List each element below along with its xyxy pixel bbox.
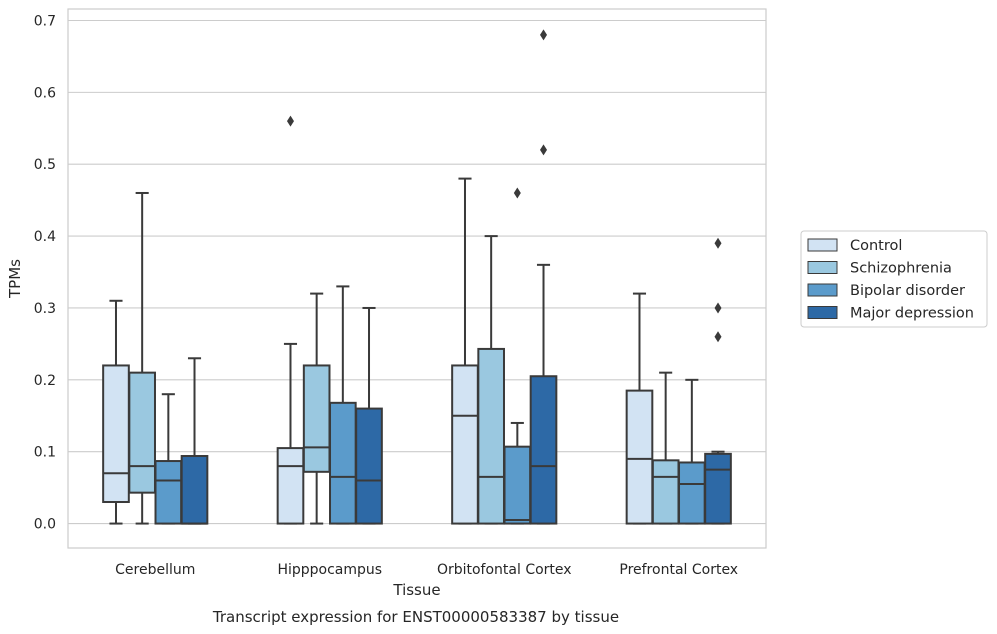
legend-label: Control: [850, 238, 902, 254]
y-axis-label: TPMs: [6, 259, 24, 299]
box-body: [451, 364, 479, 525]
box-body: [154, 460, 183, 525]
x-tick-labels: Cerebellum Hipppocampus Orbitofontal Corte…: [115, 562, 738, 578]
y-tick-label: 0.0: [34, 517, 56, 533]
box-body: [625, 389, 654, 525]
legend-swatch: [807, 283, 838, 297]
outlier-point: [540, 29, 548, 41]
x-tick-label: Hipppocampus: [277, 562, 382, 578]
box-2-2: [503, 187, 532, 525]
box-body: [128, 371, 156, 494]
box-3-2: [678, 378, 706, 525]
y-tick-label: 0.5: [34, 157, 56, 173]
box-layer: [102, 29, 732, 525]
box-2-0: [451, 177, 479, 525]
y-tick-label: 0.6: [34, 85, 56, 101]
box-1-0: [276, 115, 305, 525]
box-body: [355, 407, 383, 525]
x-tick-label: Orbitofontal Cortex: [437, 562, 572, 578]
box-body: [704, 452, 732, 525]
y-tick-label: 0.7: [34, 13, 56, 29]
box-body: [678, 461, 706, 525]
gridlines: [68, 19, 766, 525]
box-0-0: [102, 299, 130, 525]
x-tick-label: Cerebellum: [115, 562, 195, 578]
x-axis-label: Tissue: [392, 581, 440, 599]
box-1-1: [302, 292, 331, 525]
box-body: [329, 401, 357, 525]
box-body: [180, 455, 209, 525]
box-body: [529, 375, 558, 525]
legend-swatch: [807, 306, 838, 319]
outlier-point: [714, 302, 722, 314]
box-body: [276, 447, 305, 525]
legend-label: Schizophrenia: [850, 261, 952, 277]
y-tick-label: 0.4: [34, 229, 56, 245]
box-body: [477, 347, 505, 525]
box-2-1: [477, 235, 505, 525]
outlier-point: [714, 237, 722, 249]
box-3-3: [704, 237, 732, 525]
box-1-2: [329, 285, 357, 525]
y-tick-label: 0.2: [34, 373, 56, 389]
legend-label: Bipolar disorder: [850, 283, 965, 299]
outlier-point: [513, 187, 521, 199]
box-body: [302, 364, 331, 473]
plot-frame: [67, 8, 767, 549]
legend-swatch: [807, 261, 838, 274]
outlier-point: [714, 331, 722, 343]
legend-frame: [800, 230, 988, 328]
box-3-0: [625, 292, 654, 525]
chart-caption: Transcript expression for ENST0000058338…: [212, 608, 619, 626]
box-body: [102, 364, 130, 504]
legend: Control Schizophrenia Bipolar disorder Majo…: [800, 230, 988, 328]
y-tick-label: 0.1: [34, 445, 56, 461]
box-1-3: [355, 306, 383, 525]
box-body: [503, 445, 532, 525]
outlier-point: [540, 144, 548, 156]
box-body: [651, 459, 680, 525]
y-tick-label: 0.3: [34, 301, 56, 317]
y-tick-labels: 0.0 0.1 0.2 0.3 0.4 0.5 0.6 0.7: [34, 13, 56, 532]
legend-label: Major depression: [850, 306, 974, 322]
box-3-1: [651, 371, 680, 525]
outlier-point: [286, 115, 294, 127]
box-2-3: [529, 29, 558, 525]
legend-swatch: [807, 238, 838, 252]
box-0-3: [180, 357, 209, 525]
x-tick-label: Prefrontal Cortex: [619, 562, 738, 578]
box-0-2: [154, 393, 183, 525]
box-0-1: [128, 191, 156, 525]
